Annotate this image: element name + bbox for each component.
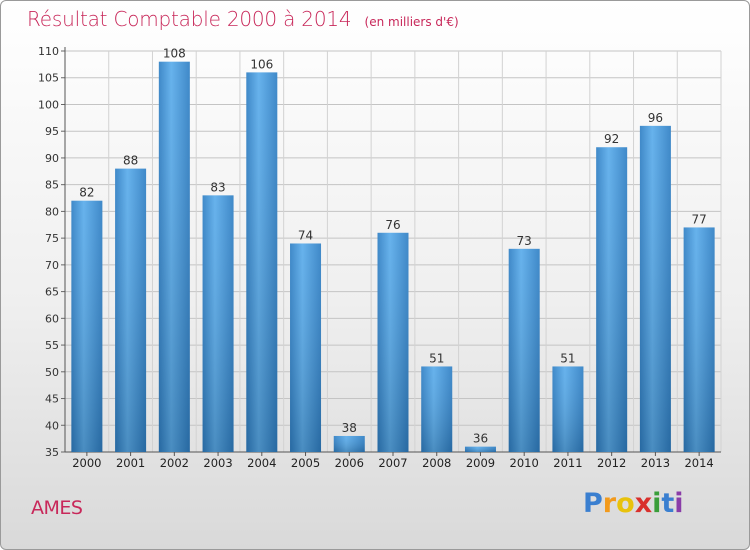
data-label-2005: 74 [298, 228, 313, 242]
data-label-2011: 51 [560, 351, 575, 365]
title-block: Résultat Comptable 2000 à 2014 (en milli… [27, 7, 459, 31]
x-tick-label-2000: 2000 [72, 456, 101, 470]
data-label-2000: 82 [79, 186, 94, 200]
chart-title: Résultat Comptable 2000 à 2014 [27, 7, 352, 31]
bar-shade-2000 [71, 200, 103, 452]
bar-shade-2012 [596, 147, 628, 453]
x-tick-label-2001: 2001 [116, 456, 145, 470]
data-label-2013: 96 [648, 111, 663, 125]
data-labels: 82 88 108 83 106 74 38 76 51 36 73 51 92 96 77 [79, 47, 707, 446]
bar-shade-2014 [683, 227, 715, 452]
x-tick-label-2011: 2011 [553, 456, 582, 470]
y-tick-label: 50 [45, 366, 59, 379]
bar-shade-2001 [115, 168, 147, 453]
bar-shade-2005 [290, 243, 322, 452]
bar-shade-2009 [464, 446, 496, 452]
x-tick-label-2003: 2003 [203, 456, 232, 470]
x-tick-label-2014: 2014 [684, 456, 713, 470]
y-tick-label: 75 [45, 232, 59, 245]
y-tick-label: 55 [45, 339, 59, 352]
x-tick-label-2002: 2002 [160, 456, 189, 470]
y-tick-label: 60 [45, 312, 59, 325]
logo-letter: i [652, 488, 662, 519]
x-tick-label-2005: 2005 [291, 456, 320, 470]
logo-letter: r [602, 488, 617, 519]
data-label-2006: 38 [342, 421, 357, 435]
x-tick-label-2010: 2010 [510, 456, 539, 470]
logo-letter: x [634, 488, 653, 519]
data-label-2014: 77 [691, 212, 706, 226]
y-tick-label: 110 [38, 45, 59, 58]
y-tick-label: 40 [45, 419, 59, 432]
bar-shade-2002 [158, 61, 190, 453]
x-tick-label-2007: 2007 [378, 456, 407, 470]
y-tick-label: 95 [45, 125, 59, 138]
x-tick-label-2009: 2009 [466, 456, 495, 470]
chart-unit-label: (en milliers d'€) [364, 15, 459, 29]
proxiti-logo: Proxiti [583, 488, 684, 519]
x-tick-label-2013: 2013 [641, 456, 670, 470]
bar-shade-2011 [552, 366, 584, 452]
axes: 35 40 45 50 55 60 65 70 75 80 85 90 95 100 105 110 2000 2… [38, 45, 721, 470]
data-label-2007: 76 [385, 218, 400, 232]
y-tick-label: 105 [38, 72, 59, 85]
bars [71, 61, 715, 453]
logo-letter: o [616, 488, 635, 519]
data-label-2010: 73 [517, 234, 532, 248]
logo-letter: i [674, 488, 684, 519]
data-label-2012: 92 [604, 132, 619, 146]
bar-shade-2013 [639, 125, 671, 452]
y-tick-label: 90 [45, 152, 59, 165]
x-tick-label-2006: 2006 [335, 456, 364, 470]
x-tick-label-2012: 2012 [597, 456, 626, 470]
data-label-2002: 108 [163, 47, 186, 61]
bar-shade-2003 [202, 195, 234, 453]
data-label-2003: 83 [210, 180, 225, 194]
bar-shade-2006 [333, 435, 365, 452]
data-label-2004: 106 [250, 57, 273, 71]
y-tick-label: 85 [45, 179, 59, 192]
data-label-2009: 36 [473, 432, 488, 446]
bar-shade-2007 [377, 232, 409, 452]
y-tick-label: 35 [45, 446, 59, 459]
bar-shade-2008 [421, 366, 453, 452]
y-tick-label: 70 [45, 259, 59, 272]
logo-letter: t [661, 488, 675, 519]
y-tick-label: 100 [38, 98, 59, 111]
x-tick-label-2008: 2008 [422, 456, 451, 470]
x-tick-label-2004: 2004 [247, 456, 276, 470]
bar-shade-2004 [246, 72, 278, 453]
logo-letter: P [583, 488, 603, 519]
y-tick-label: 65 [45, 286, 59, 299]
data-label-2008: 51 [429, 351, 444, 365]
city-label: AMES [31, 497, 83, 519]
data-label-2001: 88 [123, 154, 138, 168]
y-tick-label: 80 [45, 205, 59, 218]
bar-shade-2010 [508, 248, 540, 452]
y-tick-label: 45 [45, 393, 59, 406]
